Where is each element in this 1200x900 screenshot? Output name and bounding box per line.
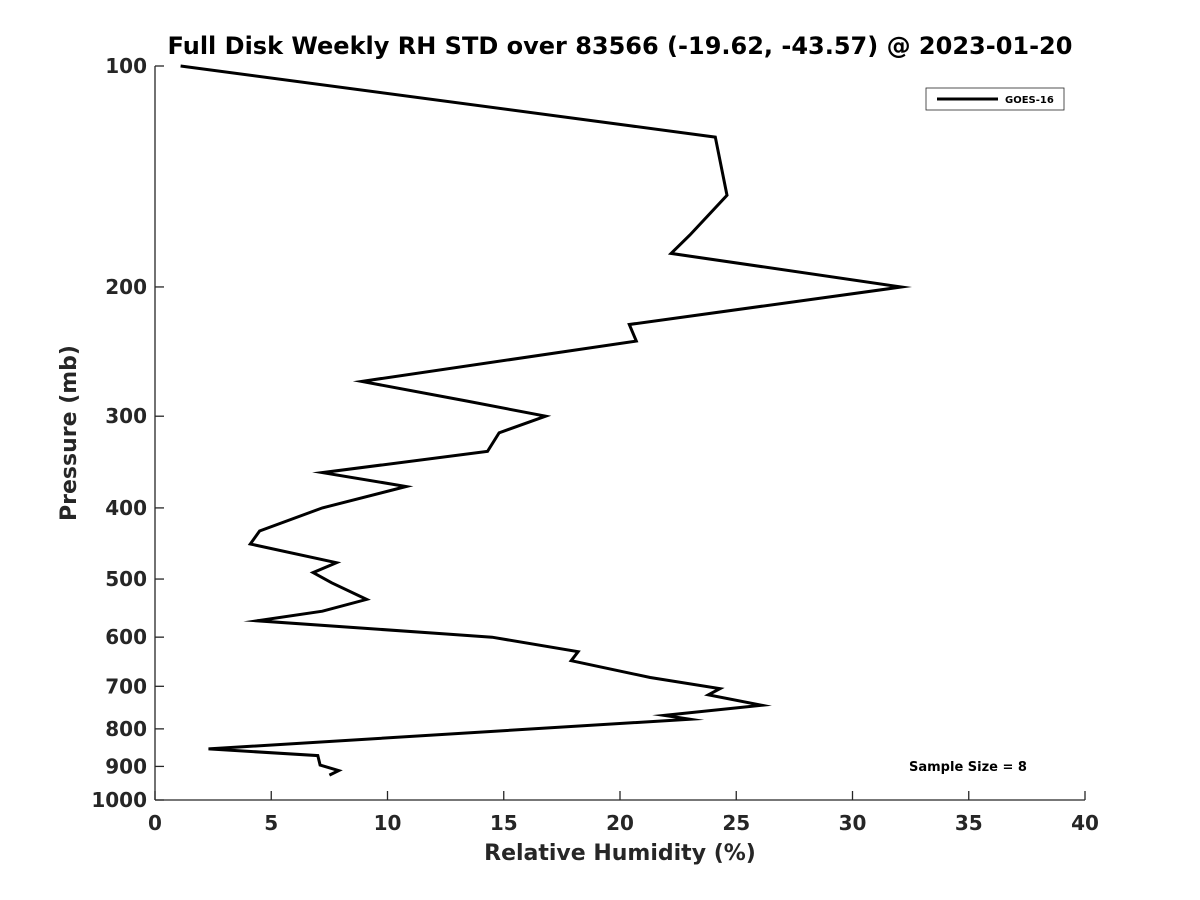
y-tick-label: 500 bbox=[105, 567, 147, 591]
series-line-goes-16 bbox=[180, 64, 912, 777]
y-tick-label: 600 bbox=[105, 625, 147, 649]
x-tick-label: 20 bbox=[606, 811, 634, 835]
sample-size-annotation: Sample Size = 8 bbox=[909, 760, 1027, 775]
y-tick-label: 200 bbox=[105, 275, 147, 299]
y-tick-label: 700 bbox=[105, 674, 147, 698]
x-tick-label: 15 bbox=[490, 811, 518, 835]
y-tick-label: 300 bbox=[105, 404, 147, 428]
x-tick-label: 40 bbox=[1071, 811, 1099, 835]
y-tick-label: 900 bbox=[105, 754, 147, 778]
x-tick-label: 30 bbox=[839, 811, 867, 835]
y-axis-ticks: 100 200 300 400 500 600 700 800 900 1000 bbox=[91, 54, 164, 812]
series-layer bbox=[180, 64, 912, 777]
legend-label-goes-16: GOES-16 bbox=[1005, 95, 1054, 106]
x-tick-label: 25 bbox=[722, 811, 750, 835]
x-axis-ticks: 0 5 10 15 20 25 30 35 40 bbox=[148, 791, 1099, 835]
y-tick-label: 1000 bbox=[91, 788, 147, 812]
y-tick-label: 400 bbox=[105, 496, 147, 520]
x-tick-label: 35 bbox=[955, 811, 983, 835]
legend: GOES-16 bbox=[925, 87, 1065, 111]
y-axis-label: Pressure (mb) bbox=[57, 345, 82, 521]
x-axis-label: Relative Humidity (%) bbox=[484, 841, 756, 866]
chart-title: Full Disk Weekly RH STD over 83566 (-19.… bbox=[168, 32, 1073, 60]
x-tick-label: 0 bbox=[148, 811, 162, 835]
y-tick-label: 100 bbox=[105, 54, 147, 78]
y-tick-label: 800 bbox=[105, 717, 147, 741]
x-tick-label: 5 bbox=[264, 811, 278, 835]
x-tick-label: 10 bbox=[374, 811, 402, 835]
